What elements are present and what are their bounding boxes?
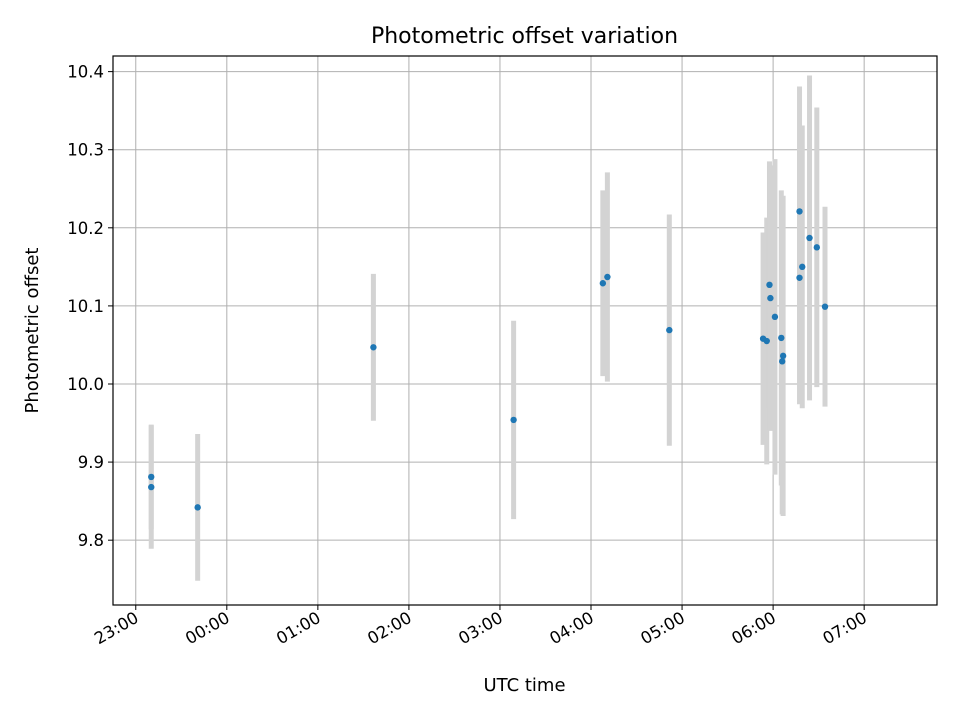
data-point [796, 208, 803, 215]
y-tick-label: 10.1 [67, 297, 104, 316]
data-point [779, 352, 787, 360]
data-point [599, 280, 607, 287]
x-tick-label: 04:00 [546, 608, 597, 648]
chart-title: Photometric offset variation [371, 24, 678, 49]
data-point [604, 273, 611, 281]
y-axis-ticks: 9.8 9.9 10.0 10.1 10.2 10.3 10.4 [67, 63, 113, 550]
x-axis-label: UTC time [483, 675, 565, 696]
x-tick-label: 00:00 [182, 608, 233, 648]
y-tick-label: 10.3 [67, 141, 104, 160]
data-point [148, 483, 155, 491]
x-tick-label: 03:00 [455, 608, 506, 648]
data-point [666, 326, 673, 334]
y-tick-label: 9.9 [78, 453, 104, 472]
y-tick-label: 10.2 [67, 219, 104, 238]
grid [113, 56, 937, 605]
x-tick-label: 23:00 [91, 608, 142, 648]
data-point [148, 473, 155, 481]
data-point [510, 416, 517, 424]
data-point [796, 274, 803, 281]
error-bars [148, 75, 828, 581]
data-point [194, 504, 201, 511]
y-axis-label: Photometric offset [22, 248, 43, 414]
y-tick-label: 9.8 [78, 531, 104, 550]
data-point [771, 313, 779, 321]
data-point [806, 234, 813, 242]
data-point [778, 334, 785, 342]
x-tick-label: 02:00 [364, 608, 415, 648]
data-point [813, 244, 821, 251]
data-point [767, 294, 774, 302]
x-axis-ticks: 23:00 00:00 01:00 02:00 03:00 04:00 05:00 06:00… [91, 605, 870, 648]
data-points [148, 208, 829, 511]
plot-frame [112, 55, 938, 606]
data-point [799, 263, 806, 271]
x-tick-label: 01:00 [273, 608, 324, 648]
data-point [821, 303, 829, 310]
x-tick-label: 06:00 [728, 608, 779, 648]
x-tick-label: 07:00 [819, 608, 870, 648]
y-tick-label: 10.0 [67, 375, 104, 394]
data-point [370, 344, 377, 351]
data-point [763, 337, 770, 345]
x-tick-label: 05:00 [637, 608, 688, 648]
data-point [779, 358, 786, 365]
data-point [766, 281, 773, 289]
y-tick-label: 10.4 [67, 63, 104, 82]
